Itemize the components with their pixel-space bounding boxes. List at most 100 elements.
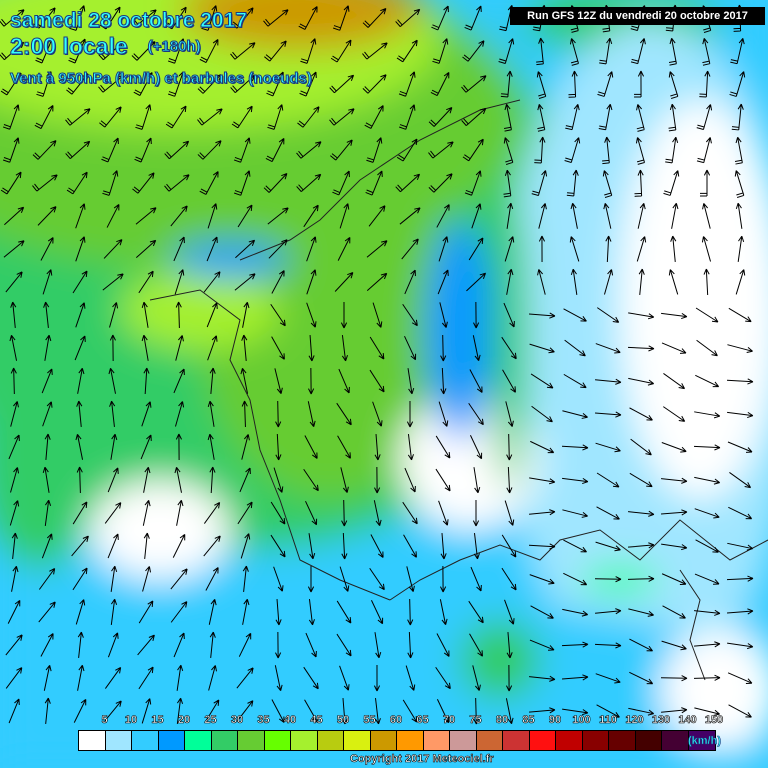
coastlines (149, 99, 768, 681)
wind-arrow (473, 697, 480, 725)
wind-arrow (703, 268, 710, 296)
wind-arrow (336, 633, 352, 657)
legend-label: 60 (389, 714, 403, 727)
wind-arrow (726, 575, 754, 582)
wind-arrow (143, 466, 151, 493)
wind-arrow (208, 598, 217, 625)
wind-arrow (44, 499, 52, 526)
wind-arrow (68, 38, 86, 64)
wind-arrow (562, 509, 588, 518)
wind-arrow (401, 238, 419, 260)
wind-arrow (629, 472, 653, 488)
wind-arrow (366, 137, 383, 163)
wind-arrow (695, 539, 719, 553)
wind-arrow (603, 203, 612, 229)
wind-arrow (506, 433, 513, 461)
wind-arrow (10, 367, 17, 395)
wind-arrow (439, 599, 448, 626)
wind-arrow (473, 301, 480, 329)
legend-swatch (79, 731, 106, 750)
wind-arrow (303, 666, 319, 690)
wind-arrow (307, 565, 315, 593)
wind-arrow (40, 633, 54, 657)
wind-arrow (72, 270, 88, 294)
wind-arrow (72, 501, 88, 525)
wind-arrow (505, 698, 514, 725)
wind-arrow (435, 435, 451, 459)
wind-arrow (562, 608, 589, 617)
wind-arrow (407, 631, 414, 659)
wind-arrow (339, 665, 350, 691)
wind-arrow (428, 141, 454, 159)
wind-arrow (368, 205, 386, 227)
wind-arrow (341, 499, 348, 527)
wind-arrow (594, 576, 622, 583)
wind-arrow (595, 673, 621, 684)
wind-arrow (563, 308, 587, 322)
wind-arrow (35, 38, 53, 64)
wind-arrow (537, 103, 546, 132)
legend-label: 5 (101, 714, 108, 727)
wind-arrow (8, 434, 20, 460)
wind-arrow (438, 236, 449, 262)
wind-arrow (365, 170, 383, 196)
legend-label: 25 (204, 714, 217, 727)
legend-swatch (556, 731, 583, 750)
wind-arrow (339, 566, 350, 592)
wind-arrow (468, 600, 484, 624)
wind-arrow (199, 39, 219, 64)
wind-arrow (138, 600, 154, 624)
wind-arrow (201, 5, 218, 31)
wind-arrow (231, 105, 253, 129)
wind-arrow (398, 71, 416, 97)
wind-arrow (305, 501, 318, 526)
wind-arrow (696, 339, 718, 357)
wind-arrow (5, 271, 23, 293)
wind-arrow (668, 103, 677, 132)
wind-arrow (104, 667, 122, 689)
wind-arrow (694, 707, 720, 716)
legend-swatch (105, 731, 132, 750)
wind-arrow (504, 500, 515, 526)
wind-arrow (275, 433, 282, 461)
legend-label: 65 (416, 714, 429, 727)
wind-arrow (440, 533, 447, 560)
wind-arrow (501, 567, 517, 591)
wind-arrow (528, 312, 556, 319)
wind-arrow (176, 697, 184, 724)
wind-arrow (595, 378, 622, 385)
wind-arrow (702, 203, 711, 229)
wind-arrow (693, 444, 721, 451)
wind-arrow (241, 400, 248, 428)
wind-arrow (76, 466, 83, 494)
wind-arrow (204, 699, 220, 723)
field-description: Vent à 950hPa (km/h) et barbules (noeuds… (10, 70, 313, 88)
wind-arrow (506, 268, 514, 295)
wind-arrow (235, 239, 256, 259)
wind-arrow (470, 566, 482, 592)
wind-arrow (638, 268, 645, 295)
wind-arrow (498, 38, 515, 64)
wind-arrow (528, 543, 556, 550)
wind-arrow (506, 466, 513, 494)
wind-arrow (175, 433, 182, 461)
wind-arrow (107, 467, 119, 493)
wind-arrow (40, 237, 54, 261)
legend-label: 85 (522, 714, 535, 727)
wind-arrow (562, 410, 588, 419)
wind-arrow (537, 269, 546, 295)
wind-arrow (668, 37, 677, 66)
wind-arrow (562, 477, 589, 485)
wind-arrow (663, 170, 680, 196)
wind-arrow (41, 533, 53, 559)
legend-label: 110 (599, 714, 617, 727)
wind-arrow (165, 6, 187, 30)
wind-arrow (735, 269, 746, 295)
wind-arrow (165, 105, 187, 129)
wind-arrow (102, 273, 124, 291)
wind-arrow (337, 236, 351, 261)
legend-label: 140 (678, 714, 697, 727)
wind-arrow (500, 70, 513, 98)
wind-arrow (72, 567, 88, 591)
wind-arrow (565, 104, 580, 131)
